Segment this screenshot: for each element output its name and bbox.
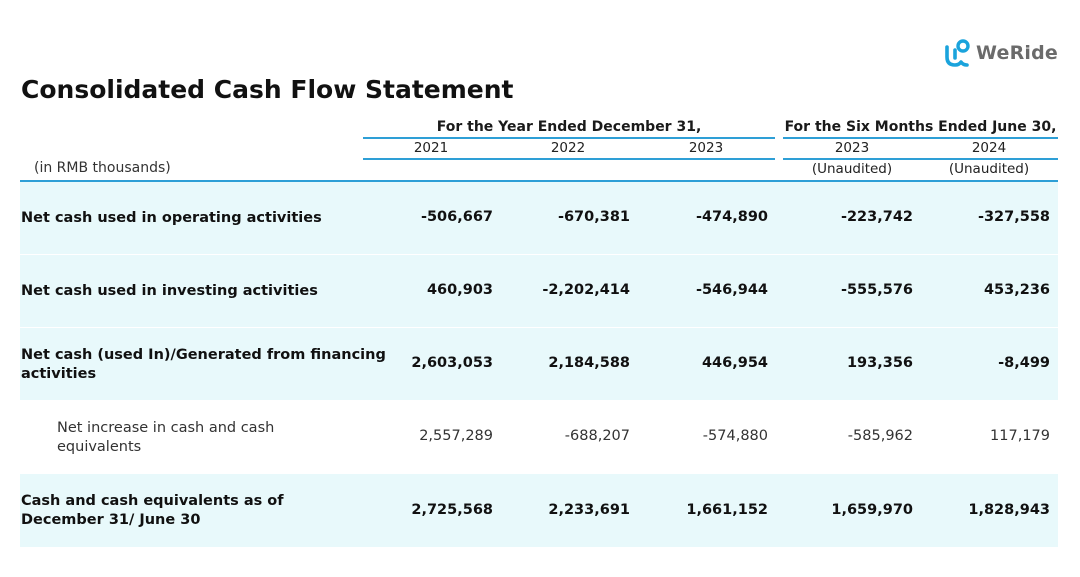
row-label-line-2: activities [21, 366, 97, 382]
weride-logo-icon [945, 39, 970, 67]
row-value-2024-six: 1,828,943 [968, 502, 1050, 518]
table-row-operating: Net cash used in operating activities -5… [20, 182, 1058, 254]
row-value-2023-six: -223,742 [840, 209, 913, 225]
row-label: Net cash used in operating activities [21, 210, 322, 226]
row-value-2022: -688,207 [564, 428, 630, 444]
header-year-2023-six: 2023 [834, 140, 870, 156]
row-value-2023-six: -555,576 [840, 282, 913, 298]
units-label: (in RMB thousands) [34, 160, 171, 176]
table-row-investing: Net cash used in investing activities 46… [20, 255, 1058, 327]
row-value-2023: 446,954 [701, 355, 768, 371]
row-value-2021: 2,725,568 [411, 502, 493, 518]
row-value-2024-six: 453,236 [983, 282, 1050, 298]
header-year-2023: 2023 [688, 140, 724, 156]
weride-logo: WeRide [944, 38, 1058, 68]
header-rule-year-mid [363, 158, 775, 160]
header-rule-six-top [783, 137, 1058, 139]
row-value-2023: -546,944 [695, 282, 768, 298]
row-value-2022: -670,381 [557, 209, 630, 225]
row-value-2022: 2,184,588 [548, 355, 630, 371]
table-row-net-increase: Net increase in cash and cash equivalent… [20, 401, 1058, 473]
row-value-2023-six: 1,659,970 [831, 502, 913, 518]
row-value-2023-six: -585,962 [847, 428, 913, 444]
row-value-2024-six: 117,179 [990, 428, 1050, 444]
row-value-2024-six: -8,499 [998, 355, 1050, 371]
row-value-2023: 1,661,152 [686, 502, 768, 518]
row-label-line-1: Net increase in cash and cash [57, 420, 275, 436]
row-value-2021: 2,603,053 [411, 355, 493, 371]
row-value-2024-six: -327,558 [977, 209, 1050, 225]
row-label-line-1: Cash and cash equivalents as of [21, 493, 284, 509]
row-value-2022: 2,233,691 [548, 502, 630, 518]
row-value-2021: 460,903 [426, 282, 493, 298]
row-value-2023: -574,880 [702, 428, 768, 444]
header-group-six-months: For the Six Months Ended June 30, [784, 119, 1057, 135]
table-row-cash-end: Cash and cash equivalents as of December… [20, 474, 1058, 547]
row-label: Net cash used in investing activities [21, 283, 318, 299]
row-label-line-2: December 31/ June 30 [21, 512, 201, 528]
header-rule-year-top [363, 137, 775, 139]
audit-status-2024: (Unaudited) [948, 161, 1030, 177]
header-year-2022: 2022 [550, 140, 586, 156]
page-title: Consolidated Cash Flow Statement [21, 75, 514, 104]
row-value-2023-six: 193,356 [846, 355, 913, 371]
header-rule-bottom [20, 180, 1058, 182]
row-label-line-2: equivalents [57, 439, 142, 455]
header-year-2021: 2021 [413, 140, 449, 156]
row-value-2022: -2,202,414 [542, 282, 630, 298]
audit-status-2023: (Unaudited) [811, 161, 893, 177]
row-value-2021: 2,557,289 [419, 428, 493, 444]
row-value-2021: -506,667 [420, 209, 493, 225]
header-rule-six-mid [783, 158, 1058, 160]
table-row-financing: Net cash (used In)/Generated from financ… [20, 328, 1058, 400]
row-label-line-1: Net cash (used In)/Generated from financ… [21, 347, 386, 363]
header-year-2024-six: 2024 [971, 140, 1007, 156]
row-value-2023: -474,890 [695, 209, 768, 225]
header-group-year: For the Year Ended December 31, [436, 119, 702, 135]
logo-text: WeRide [976, 42, 1058, 64]
